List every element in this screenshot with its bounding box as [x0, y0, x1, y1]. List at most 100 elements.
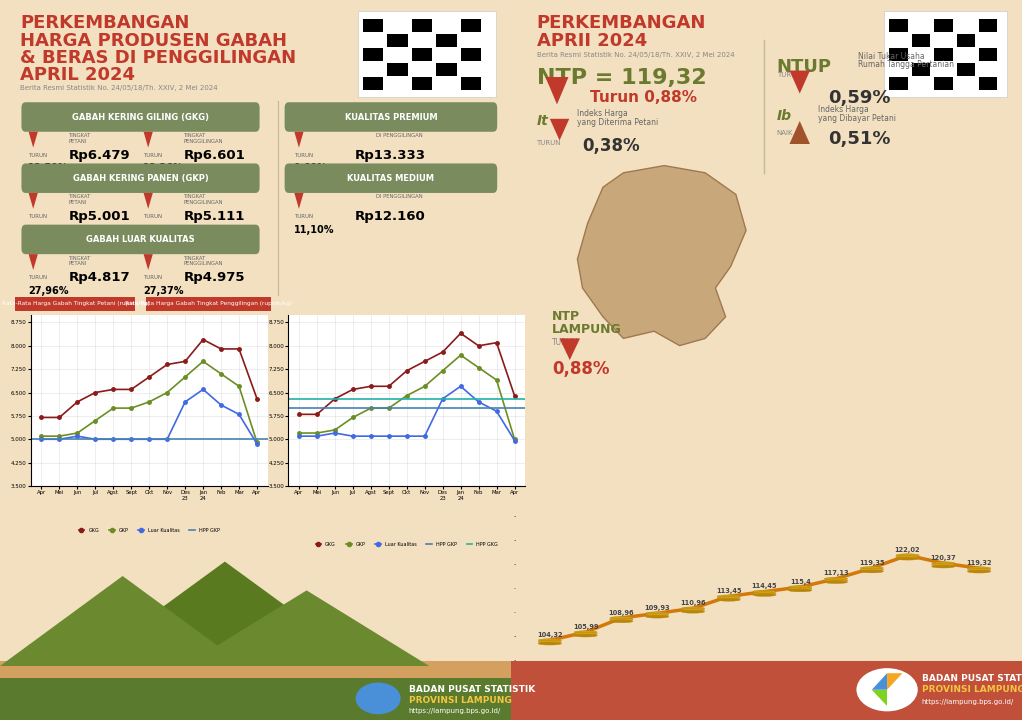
- FancyBboxPatch shape: [21, 163, 260, 193]
- Text: Rp12.160: Rp12.160: [356, 210, 426, 223]
- Text: 109,93: 109,93: [644, 605, 670, 611]
- Text: TURUN: TURUN: [29, 275, 47, 280]
- FancyBboxPatch shape: [358, 11, 496, 97]
- Polygon shape: [294, 132, 304, 148]
- Text: TURUN: TURUN: [552, 338, 578, 347]
- FancyBboxPatch shape: [284, 163, 497, 193]
- Ellipse shape: [682, 608, 704, 611]
- Text: HARGA PRODUSEN GABAH: HARGA PRODUSEN GABAH: [20, 32, 287, 50]
- Text: TURUN: TURUN: [29, 214, 47, 219]
- Ellipse shape: [610, 620, 633, 623]
- Ellipse shape: [825, 579, 847, 582]
- Text: TINGKAT
PETANI: TINGKAT PETANI: [69, 256, 91, 266]
- Ellipse shape: [789, 585, 811, 588]
- Text: 115,4: 115,4: [790, 579, 810, 585]
- FancyBboxPatch shape: [387, 34, 408, 47]
- FancyBboxPatch shape: [934, 19, 953, 32]
- Polygon shape: [29, 132, 38, 148]
- Ellipse shape: [610, 616, 633, 619]
- Ellipse shape: [789, 588, 811, 590]
- Text: It: It: [537, 114, 548, 127]
- FancyBboxPatch shape: [363, 19, 383, 32]
- Text: TINGKAT
PENGGILINGAN: TINGKAT PENGGILINGAN: [184, 194, 224, 205]
- Text: 24,17%: 24,17%: [29, 225, 68, 235]
- Text: GABAH KERING GILING (GKG): GABAH KERING GILING (GKG): [72, 112, 210, 122]
- Ellipse shape: [896, 554, 919, 557]
- Text: yang Dibayar Petani: yang Dibayar Petani: [818, 114, 895, 122]
- FancyBboxPatch shape: [957, 63, 975, 76]
- Ellipse shape: [717, 598, 740, 601]
- Ellipse shape: [825, 580, 847, 583]
- Text: 27,96%: 27,96%: [29, 286, 68, 296]
- Text: TURUN: TURUN: [294, 214, 313, 219]
- Ellipse shape: [932, 565, 955, 568]
- Text: Indeks Harga: Indeks Harga: [577, 109, 629, 119]
- Text: 18,36%: 18,36%: [143, 163, 184, 174]
- Text: TINGKAT
PENGGILINGAN: TINGKAT PENGGILINGAN: [184, 256, 224, 266]
- Text: Rata-Rata Harga Gabah Tingkat Penggilingan (rupiah/kg): Rata-Rata Harga Gabah Tingkat Penggiling…: [125, 302, 292, 306]
- FancyBboxPatch shape: [979, 77, 997, 90]
- FancyBboxPatch shape: [889, 48, 908, 61]
- Text: 0,88%: 0,88%: [552, 360, 609, 378]
- Ellipse shape: [825, 577, 847, 580]
- Text: 0,59%: 0,59%: [828, 89, 890, 107]
- Ellipse shape: [789, 589, 811, 592]
- FancyBboxPatch shape: [436, 34, 457, 47]
- Text: 108,96: 108,96: [608, 610, 635, 616]
- Text: Berita Resmi Statistik No. 24/05/18/Th. XXIV, 2 Mei 2024: Berita Resmi Statistik No. 24/05/18/Th. …: [20, 85, 218, 91]
- Text: Indeks Harga: Indeks Harga: [818, 105, 869, 114]
- Text: LAMPUNG: LAMPUNG: [552, 323, 621, 336]
- Text: PROVINSI LAMPUNG: PROVINSI LAMPUNG: [409, 696, 512, 705]
- Text: HARGA BERAS: HARGA BERAS: [291, 104, 364, 113]
- Text: 110,96: 110,96: [680, 600, 706, 606]
- Text: 117,13: 117,13: [823, 570, 849, 576]
- Polygon shape: [144, 254, 153, 270]
- Text: TURUN: TURUN: [29, 153, 47, 158]
- Text: 11,10%: 11,10%: [294, 225, 334, 235]
- Text: & BERAS DI PENGGILINGAN: & BERAS DI PENGGILINGAN: [20, 49, 296, 67]
- FancyBboxPatch shape: [912, 63, 930, 76]
- Ellipse shape: [753, 593, 776, 596]
- Text: Rumah Tangga Pertanian: Rumah Tangga Pertanian: [858, 60, 955, 70]
- Ellipse shape: [682, 607, 704, 610]
- Text: 27,37%: 27,37%: [143, 286, 184, 296]
- FancyBboxPatch shape: [412, 19, 432, 32]
- Text: Rp5.001: Rp5.001: [69, 210, 131, 223]
- FancyBboxPatch shape: [912, 34, 930, 47]
- FancyBboxPatch shape: [21, 225, 260, 254]
- Text: yang Diterima Petani: yang Diterima Petani: [577, 118, 659, 127]
- Text: Rp6.601: Rp6.601: [184, 149, 245, 162]
- Text: 119,32: 119,32: [966, 560, 992, 566]
- Ellipse shape: [539, 642, 561, 645]
- FancyBboxPatch shape: [363, 48, 383, 61]
- Text: Turun 0,88%: Turun 0,88%: [591, 90, 697, 105]
- FancyBboxPatch shape: [15, 297, 135, 311]
- Polygon shape: [546, 77, 568, 104]
- Polygon shape: [550, 119, 569, 140]
- Text: 122,02: 122,02: [894, 547, 921, 553]
- Ellipse shape: [753, 590, 776, 593]
- Text: NTUP: NTUP: [777, 58, 832, 76]
- Text: Nilai Tukar Usaha: Nilai Tukar Usaha: [858, 52, 925, 60]
- Ellipse shape: [932, 562, 955, 564]
- FancyBboxPatch shape: [979, 19, 997, 32]
- Ellipse shape: [968, 569, 990, 572]
- Text: TURUN: TURUN: [143, 153, 162, 158]
- Ellipse shape: [539, 641, 561, 644]
- Text: Rata-Rata Harga Gabah Tingkat Petani (rupiah/kg): Rata-Rata Harga Gabah Tingkat Petani (ru…: [2, 302, 149, 306]
- Polygon shape: [144, 132, 153, 148]
- Text: TURUN: TURUN: [294, 153, 313, 158]
- FancyBboxPatch shape: [889, 77, 908, 90]
- Polygon shape: [29, 193, 38, 209]
- Ellipse shape: [682, 611, 704, 613]
- Text: KUALITAS MEDIUM: KUALITAS MEDIUM: [347, 174, 434, 183]
- FancyBboxPatch shape: [145, 297, 271, 311]
- Polygon shape: [294, 193, 304, 209]
- Text: APRIL 2024: APRIL 2024: [20, 66, 136, 84]
- Text: TINGKAT
PENGGILINGAN: TINGKAT PENGGILINGAN: [184, 133, 224, 144]
- Text: HARGA GABAH: HARGA GABAH: [26, 104, 100, 113]
- FancyBboxPatch shape: [363, 77, 383, 90]
- FancyBboxPatch shape: [934, 48, 953, 61]
- Text: 0,51%: 0,51%: [828, 130, 890, 148]
- Text: 18,59%: 18,59%: [29, 163, 68, 174]
